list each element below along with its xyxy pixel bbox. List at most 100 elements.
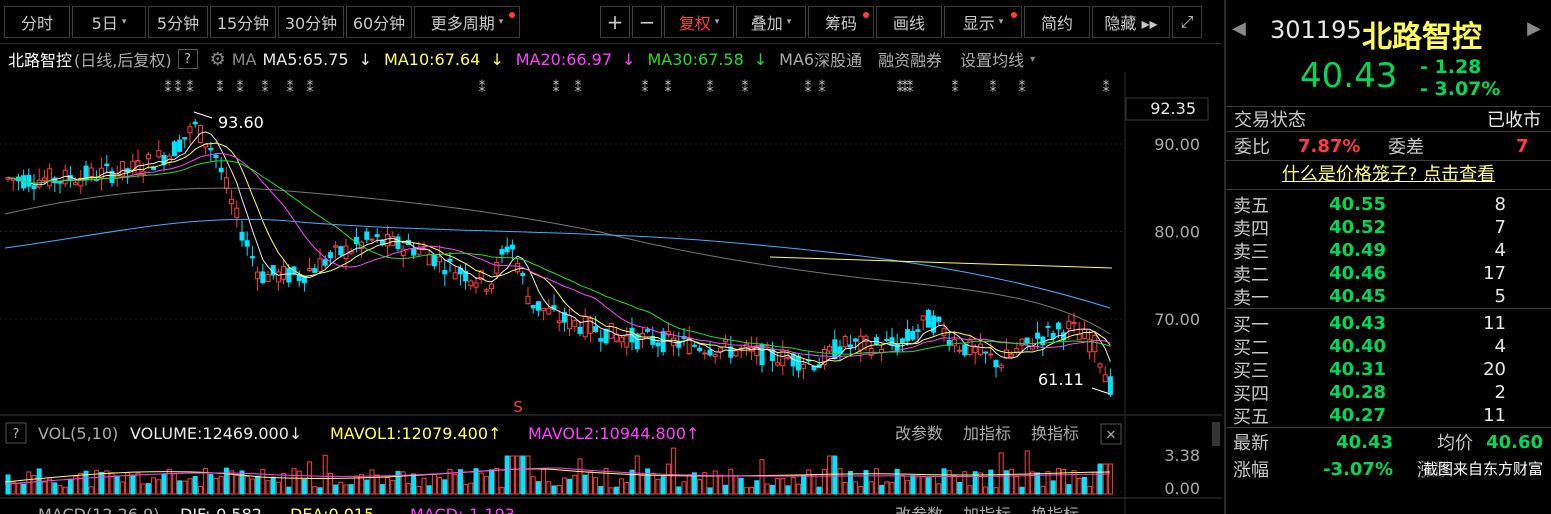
prev-stock-icon[interactable]: ◀	[1232, 18, 1246, 39]
ma-settings-button[interactable]: 设置均线	[960, 51, 1025, 70]
volume-bar	[572, 474, 578, 495]
volume-bar	[1050, 480, 1056, 495]
overlay-button[interactable]: 叠加 ▾	[736, 5, 806, 38]
vol-param-button[interactable]: 改参数	[895, 424, 943, 443]
candle-body	[447, 258, 453, 262]
ask-row[interactable]: 卖四 40.52 7	[1226, 216, 1551, 240]
ask-row[interactable]: 卖一 40.45 5	[1226, 285, 1551, 309]
candle-body	[73, 182, 79, 186]
ask-label: 卖二	[1233, 264, 1269, 286]
volume-bar	[312, 486, 318, 495]
next-stock-icon[interactable]: ▶	[1527, 18, 1541, 39]
volume-bar	[369, 469, 375, 495]
candle-body	[47, 168, 53, 187]
volume-bar	[660, 476, 666, 495]
hide-button[interactable]: 隐藏 ▸▸	[1092, 5, 1170, 38]
chip-button[interactable]: 筹码	[808, 5, 874, 38]
chevron-down-icon: ▾	[498, 16, 504, 27]
volume-bar	[608, 487, 614, 495]
help-button[interactable]: ?	[177, 49, 198, 69]
volume-bar	[946, 470, 952, 495]
candle-body	[541, 307, 547, 312]
candle-body	[307, 268, 313, 272]
bid-row[interactable]: 买五 40.27 11	[1226, 404, 1551, 428]
bid-volume: 4	[1494, 336, 1506, 357]
volume-bar	[405, 483, 411, 495]
volume-bar	[483, 475, 489, 495]
draw-line-button[interactable]: 画线	[876, 5, 942, 38]
candle-body	[577, 326, 583, 334]
period-tab-0[interactable]: 分时	[4, 5, 70, 38]
macd-add-indicator-button[interactable]: 加指标	[963, 505, 1011, 514]
shenggutong-button[interactable]: 深股通	[814, 51, 863, 70]
vol-switch-indicator-button[interactable]: 换指标	[1031, 424, 1079, 443]
fuquan-button[interactable]: 复权 ▾	[664, 5, 734, 38]
candle-body	[171, 141, 177, 157]
period-tab-6[interactable]: 更多周期 ▾	[414, 5, 520, 38]
volume-bar	[473, 468, 479, 495]
bid-row[interactable]: 买四 40.28 2	[1226, 381, 1551, 405]
candle-body	[119, 161, 125, 177]
arrow-down-icon: ↓	[622, 49, 636, 69]
period-label: (日线,后复权)	[74, 51, 172, 70]
candle-body	[998, 364, 1004, 369]
price-pct: - 3.07%	[1420, 78, 1501, 100]
volume-bar	[702, 472, 708, 495]
candle-body	[286, 267, 292, 283]
bid-row[interactable]: 买二 40.40 4	[1226, 335, 1551, 359]
ask-row[interactable]: 卖三 40.49 4	[1226, 239, 1551, 263]
vol-help-icon: ?	[13, 427, 20, 442]
ma-label[interactable]: MA	[231, 49, 257, 69]
ask-row[interactable]: 卖五 40.55 8	[1226, 193, 1551, 217]
candle-body	[192, 121, 198, 125]
vol-mavol1: MAVOL1:12079.400↑	[330, 424, 501, 443]
close-icon[interactable]: ✕	[1106, 428, 1117, 443]
vol-add-indicator-button[interactable]: 加指标	[963, 424, 1011, 443]
bid-label: 买五	[1233, 406, 1269, 428]
candle-body	[385, 233, 391, 247]
volume-bar	[738, 478, 744, 495]
volume-bar	[296, 470, 302, 495]
volume-bar	[728, 468, 734, 495]
period-tab-4[interactable]: 30分钟	[278, 5, 344, 38]
candle-body	[468, 280, 474, 287]
period-tab-2[interactable]: 5分钟	[148, 5, 208, 38]
bid-volume: 11	[1483, 313, 1506, 334]
volume-bar	[93, 470, 99, 495]
price-cage-link[interactable]: 什么是价格笼子? 点击查看	[1281, 164, 1496, 185]
candle-body	[1087, 339, 1093, 353]
period-tab-3[interactable]: 15分钟	[210, 5, 276, 38]
candle-body	[343, 245, 349, 259]
rongzi-button[interactable]: 融资融券	[878, 51, 943, 70]
period-tab-1[interactable]: 5日 ▾	[72, 5, 146, 38]
zoom-in-button[interactable]: +	[600, 5, 630, 38]
candle-body	[847, 344, 853, 348]
candle-body	[691, 344, 697, 347]
candle-body	[795, 355, 801, 371]
bid-row[interactable]: 买三 40.31 20	[1226, 358, 1551, 382]
ask-row[interactable]: 卖二 40.46 17	[1226, 262, 1551, 286]
volume-bar	[421, 477, 427, 495]
chevron-down-icon: ▾	[714, 16, 720, 27]
weibi-value: 7.87%	[1298, 135, 1361, 157]
gear-icon[interactable]: ⚙	[209, 48, 226, 70]
volume-bar	[972, 471, 978, 495]
volume-bar	[88, 486, 94, 495]
fullscreen-icon[interactable]: ⤢	[1172, 5, 1202, 38]
event-marker: ⁑	[1019, 80, 1026, 96]
simple-mode-button[interactable]: 简约	[1024, 5, 1090, 38]
candle-body	[145, 153, 151, 160]
arrow-down-icon: ↓	[358, 49, 373, 69]
volume-bar	[208, 473, 214, 495]
macd-param-button[interactable]: 改参数	[895, 505, 943, 514]
macd-switch-indicator-button[interactable]: 换指标	[1031, 505, 1079, 514]
zoom-out-button[interactable]: −	[632, 5, 662, 38]
display-button[interactable]: 显示 ▾	[944, 5, 1022, 38]
period-tab-5[interactable]: 60分钟	[346, 5, 412, 38]
volume-bar	[1040, 485, 1046, 495]
status-value: 已收市	[1487, 110, 1541, 131]
bid-row[interactable]: 买一 40.43 11	[1226, 312, 1551, 336]
candle-body	[1107, 376, 1113, 395]
volume-bar	[759, 459, 765, 495]
